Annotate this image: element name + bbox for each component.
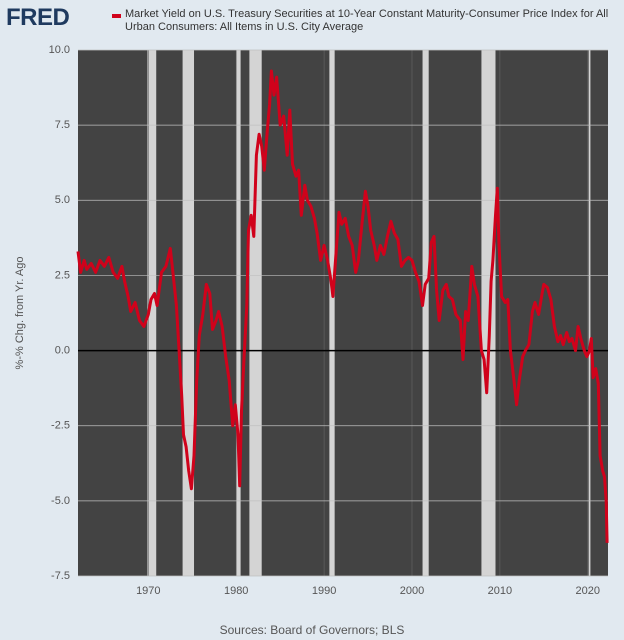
legend-swatch <box>112 14 121 18</box>
recession-band <box>147 50 157 576</box>
source: Sources: Board of Governors; BLS <box>220 623 405 637</box>
recession-band <box>588 50 591 576</box>
x-tick-label: 2020 <box>576 585 600 597</box>
y-tick-label: 10.0 <box>49 44 70 56</box>
x-tick-label: 2010 <box>488 585 512 597</box>
y-tick-label: -2.5 <box>51 420 70 432</box>
legend: Market Yield on U.S. Treasury Securities… <box>112 8 617 34</box>
x-tick-label: 1990 <box>312 585 336 597</box>
y-tick-label: 0.0 <box>55 344 70 356</box>
y-tick-label: 2.5 <box>55 269 70 281</box>
y-tick-label: -7.5 <box>51 570 70 582</box>
y-tick-label: -5.0 <box>51 495 70 507</box>
y-axis-title: %-% Chg. from Yr. Ago <box>14 257 26 370</box>
x-tick-label: 1980 <box>224 585 248 597</box>
recession-band <box>249 50 262 576</box>
recession-band <box>329 50 335 576</box>
recession-band <box>182 50 195 576</box>
x-tick-label: 2000 <box>400 585 424 597</box>
x-tick-label: 1970 <box>136 585 160 597</box>
logo: FRED <box>6 4 70 31</box>
plot-background <box>78 50 608 576</box>
data-line <box>76 69 609 543</box>
recession-band <box>422 50 429 576</box>
y-tick-label: 7.5 <box>55 119 70 131</box>
recession-band <box>481 50 496 576</box>
recession-band <box>236 50 241 576</box>
y-tick-label: 5.0 <box>55 194 70 206</box>
legend-entry: Market Yield on U.S. Treasury Securities… <box>125 8 609 33</box>
